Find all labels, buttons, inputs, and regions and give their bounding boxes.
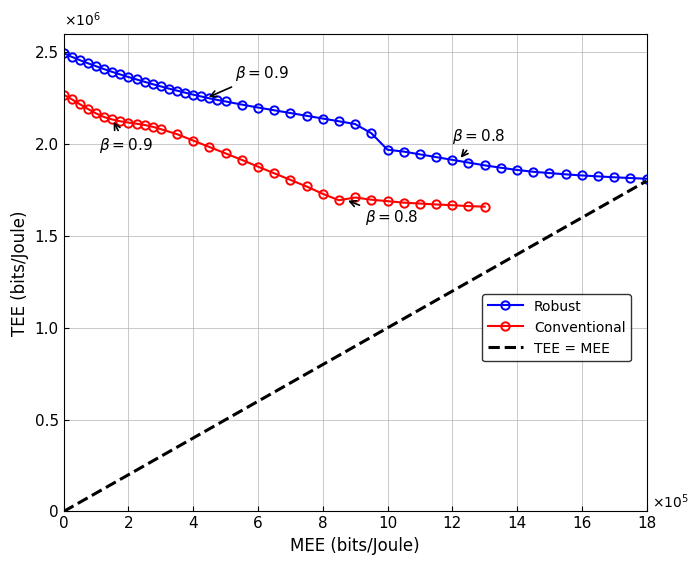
Robust xyxy=(513,166,522,173)
Conventional xyxy=(148,123,157,130)
Conventional xyxy=(141,122,149,128)
Conventional xyxy=(157,126,165,132)
Robust xyxy=(237,101,246,108)
Conventional xyxy=(432,201,440,208)
Robust xyxy=(351,121,359,127)
Conventional xyxy=(318,190,327,197)
Conventional xyxy=(286,177,295,183)
Robust xyxy=(92,63,100,70)
Conventional xyxy=(480,203,489,210)
Conventional xyxy=(76,101,84,108)
Conventional xyxy=(335,197,343,204)
Line: Conventional: Conventional xyxy=(60,91,489,211)
Conventional xyxy=(416,200,424,207)
Robust xyxy=(529,169,538,175)
Text: $\beta = 0.8$: $\beta = 0.8$ xyxy=(452,127,505,156)
Conventional xyxy=(173,131,181,138)
Robust xyxy=(270,107,279,114)
Conventional xyxy=(254,163,262,170)
Y-axis label: TEE (bits/Joule): TEE (bits/Joule) xyxy=(11,210,29,336)
Conventional xyxy=(84,106,92,113)
Robust xyxy=(448,156,456,163)
Robust xyxy=(108,68,116,75)
Robust xyxy=(189,91,197,98)
Text: $\times 10^6$: $\times 10^6$ xyxy=(64,11,101,29)
Robust xyxy=(335,118,343,125)
Conventional xyxy=(108,116,116,123)
Conventional xyxy=(270,170,279,177)
Robust xyxy=(464,159,473,166)
Robust xyxy=(67,53,76,60)
Robust xyxy=(561,171,570,178)
Robust xyxy=(643,175,651,182)
Robust xyxy=(610,174,618,181)
Robust xyxy=(367,130,375,136)
Robust xyxy=(100,66,108,72)
Text: $\beta = 0.9$: $\beta = 0.9$ xyxy=(211,64,289,97)
Robust xyxy=(197,93,206,100)
Robust xyxy=(480,162,489,169)
Conventional xyxy=(124,119,132,126)
Text: $\beta = 0.9$: $\beta = 0.9$ xyxy=(99,123,153,155)
Robust xyxy=(400,148,408,155)
Conventional xyxy=(367,196,375,203)
Conventional xyxy=(302,183,311,190)
Robust xyxy=(302,113,311,119)
Conventional xyxy=(221,150,230,157)
Robust xyxy=(157,83,165,90)
Line: Robust: Robust xyxy=(60,49,651,183)
Robust xyxy=(205,95,214,102)
Robust xyxy=(497,164,505,171)
Conventional xyxy=(448,202,456,209)
Robust xyxy=(214,97,222,104)
Conventional xyxy=(67,96,76,102)
Conventional xyxy=(132,121,141,127)
Robust xyxy=(432,154,440,161)
Conventional xyxy=(100,114,108,121)
Robust xyxy=(416,151,424,158)
Robust xyxy=(148,81,157,88)
Robust xyxy=(132,76,141,83)
Robust xyxy=(181,89,189,96)
Conventional xyxy=(189,137,197,144)
Conventional xyxy=(351,194,359,201)
X-axis label: MEE (bits/Joule): MEE (bits/Joule) xyxy=(290,537,420,555)
Conventional xyxy=(92,110,100,117)
Robust xyxy=(124,74,132,80)
Robust xyxy=(594,173,602,180)
Robust xyxy=(384,147,392,153)
Conventional xyxy=(464,203,473,209)
Conventional xyxy=(116,118,125,125)
Robust xyxy=(626,175,635,182)
Robust xyxy=(545,170,554,177)
Robust xyxy=(164,85,173,92)
Conventional xyxy=(384,198,392,204)
Conventional xyxy=(60,91,68,98)
Legend: Robust, Conventional, TEE = MEE: Robust, Conventional, TEE = MEE xyxy=(482,294,631,361)
Conventional xyxy=(400,199,408,206)
Robust xyxy=(60,50,68,57)
Robust xyxy=(221,98,230,105)
Robust xyxy=(141,79,149,85)
Robust xyxy=(286,110,295,117)
Conventional xyxy=(205,144,214,151)
Robust xyxy=(116,71,125,78)
Robust xyxy=(76,57,84,63)
Robust xyxy=(578,172,586,179)
Text: $\beta = 0.8$: $\beta = 0.8$ xyxy=(350,201,418,228)
Robust xyxy=(318,115,327,122)
Conventional xyxy=(237,156,246,163)
Text: $\times 10^5$: $\times 10^5$ xyxy=(652,493,690,512)
Robust xyxy=(84,60,92,67)
Robust xyxy=(173,87,181,94)
Robust xyxy=(254,104,262,111)
